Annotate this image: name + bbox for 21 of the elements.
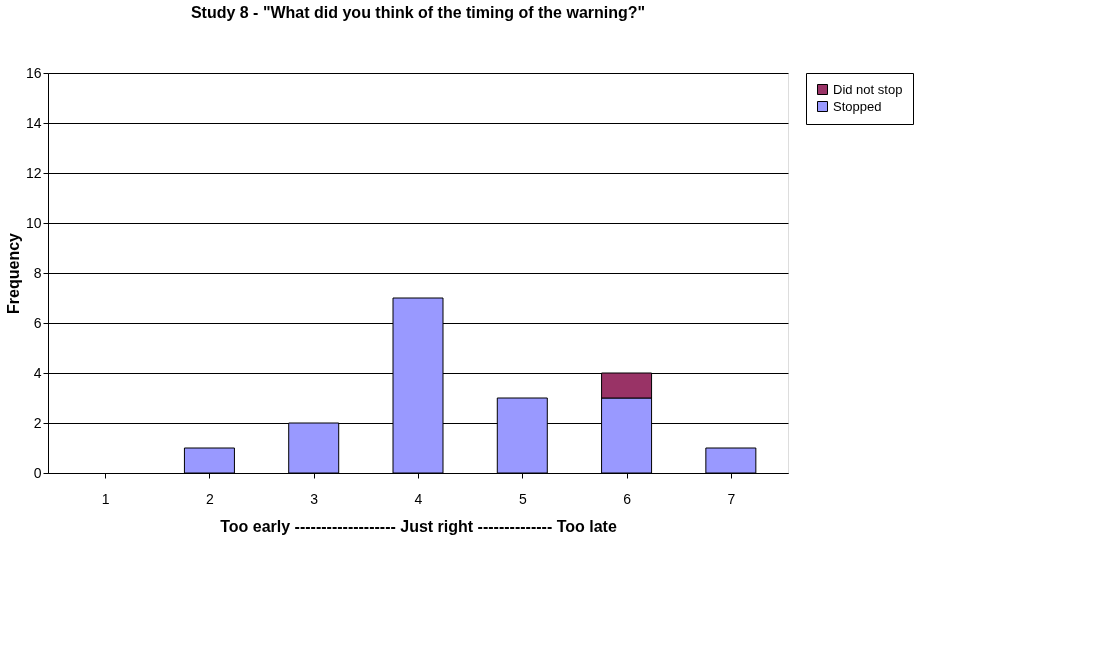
y-tick-label: 12 [25, 164, 42, 181]
y-tick-label: 6 [33, 314, 42, 331]
x-tick-label: 1 [101, 490, 110, 507]
legend-label: Did not stop [833, 81, 903, 97]
y-tick-label: 4 [33, 364, 42, 381]
chart-title: Study 8 - "What did you think of the timing of the warning?" [190, 4, 646, 21]
y-tick-label: 8 [33, 264, 42, 281]
y-tick-label: 2 [33, 414, 42, 431]
x-tick-label: 3 [310, 490, 319, 507]
y-tick-label: 16 [25, 64, 42, 81]
y-tick-label: 14 [25, 114, 42, 131]
x-tick-label: 7 [727, 490, 736, 507]
x-tick-label: 4 [414, 490, 423, 507]
x-tick-label: 6 [623, 490, 632, 507]
x-tick-label: 2 [206, 490, 215, 507]
x-tick-label: 5 [518, 490, 527, 507]
x-axis-title: Too early ------------------- Just right -------------- Too late [220, 517, 617, 535]
y-tick-label: 10 [25, 214, 42, 231]
y-tick-label: 0 [33, 464, 42, 481]
legend-label: Stopped [833, 98, 882, 114]
y-axis-title: Frequency [4, 232, 22, 314]
